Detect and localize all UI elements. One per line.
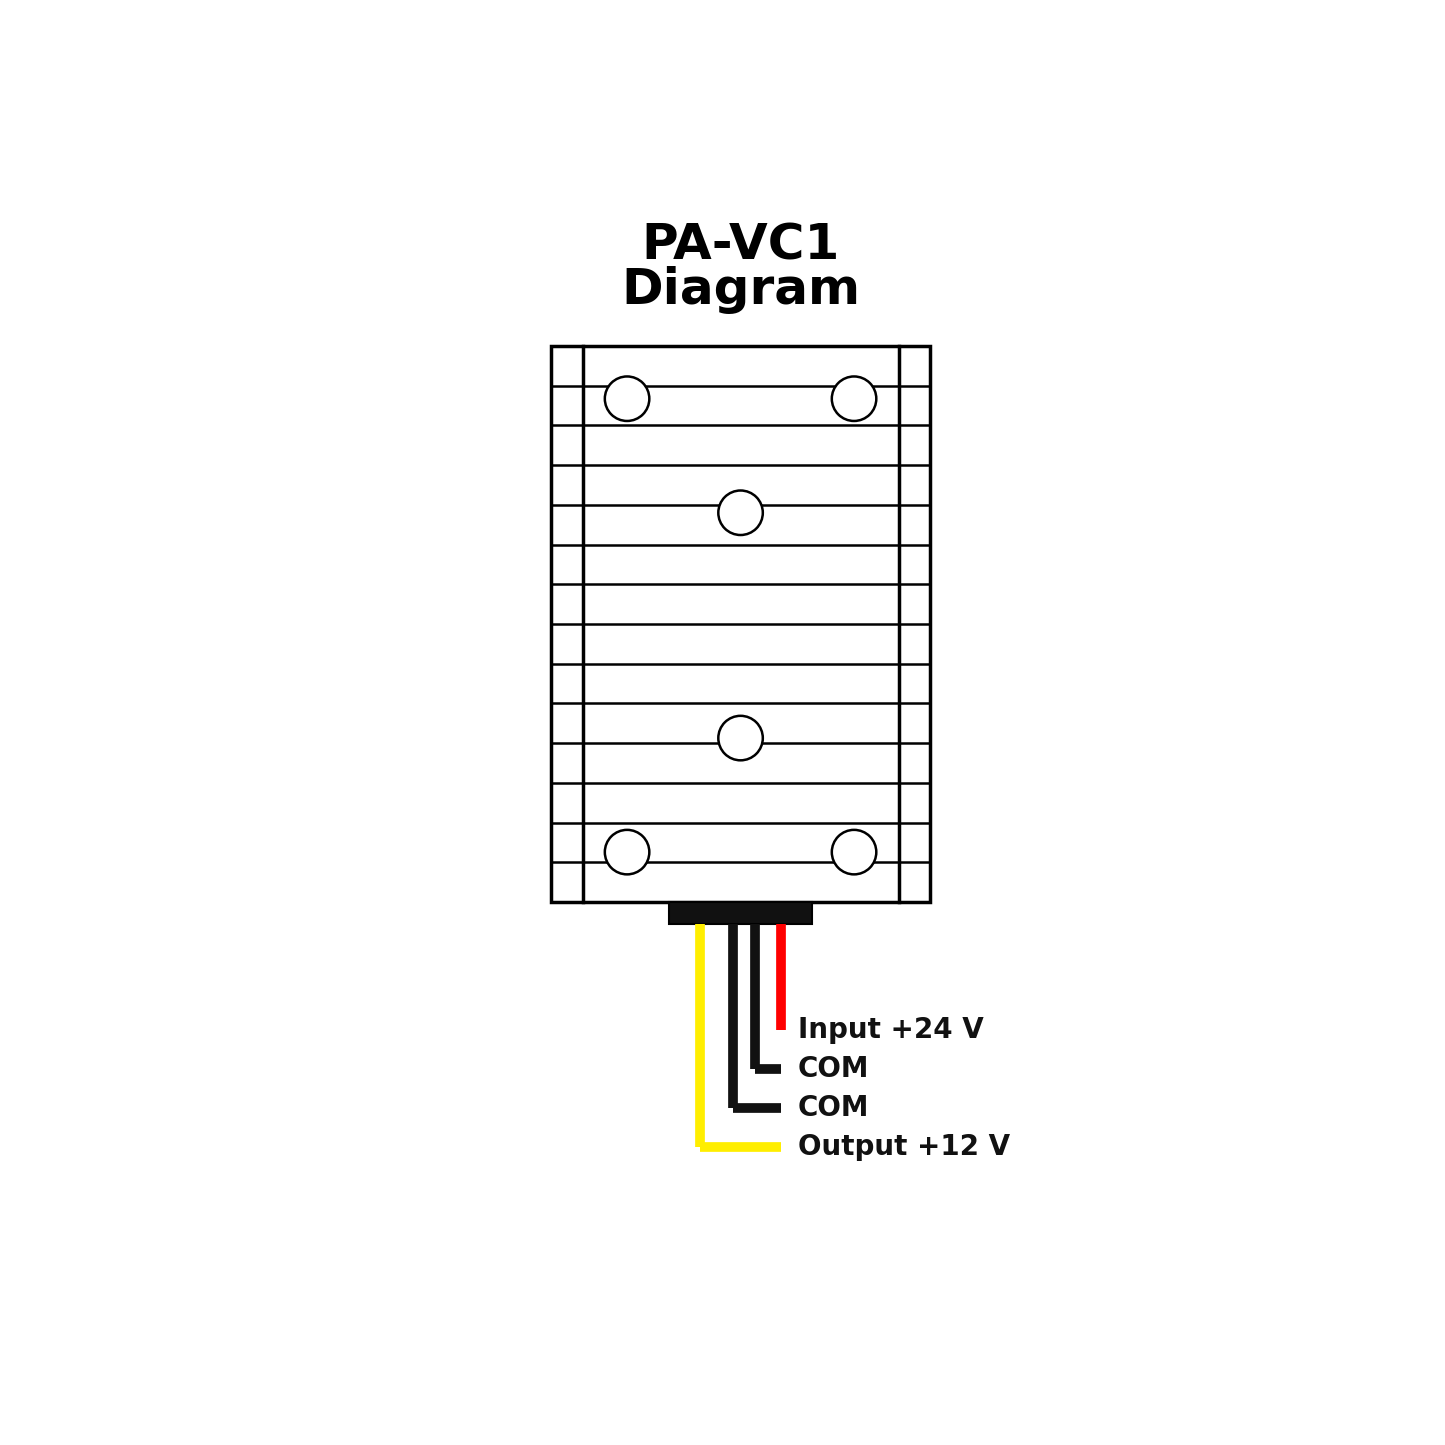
Text: Output +12 V: Output +12 V bbox=[798, 1133, 1010, 1160]
Bar bbox=[669, 902, 812, 925]
Circle shape bbox=[605, 377, 649, 420]
Text: Diagram: Diagram bbox=[621, 266, 860, 314]
Circle shape bbox=[832, 377, 876, 420]
Bar bbox=[552, 345, 929, 902]
Text: COM: COM bbox=[798, 1055, 868, 1084]
Circle shape bbox=[718, 490, 763, 535]
Text: Input +24 V: Input +24 V bbox=[798, 1016, 983, 1045]
Text: PA-VC1: PA-VC1 bbox=[642, 221, 840, 270]
Text: COM: COM bbox=[798, 1094, 868, 1121]
Circle shape bbox=[718, 715, 763, 760]
Circle shape bbox=[832, 829, 876, 874]
Circle shape bbox=[605, 829, 649, 874]
